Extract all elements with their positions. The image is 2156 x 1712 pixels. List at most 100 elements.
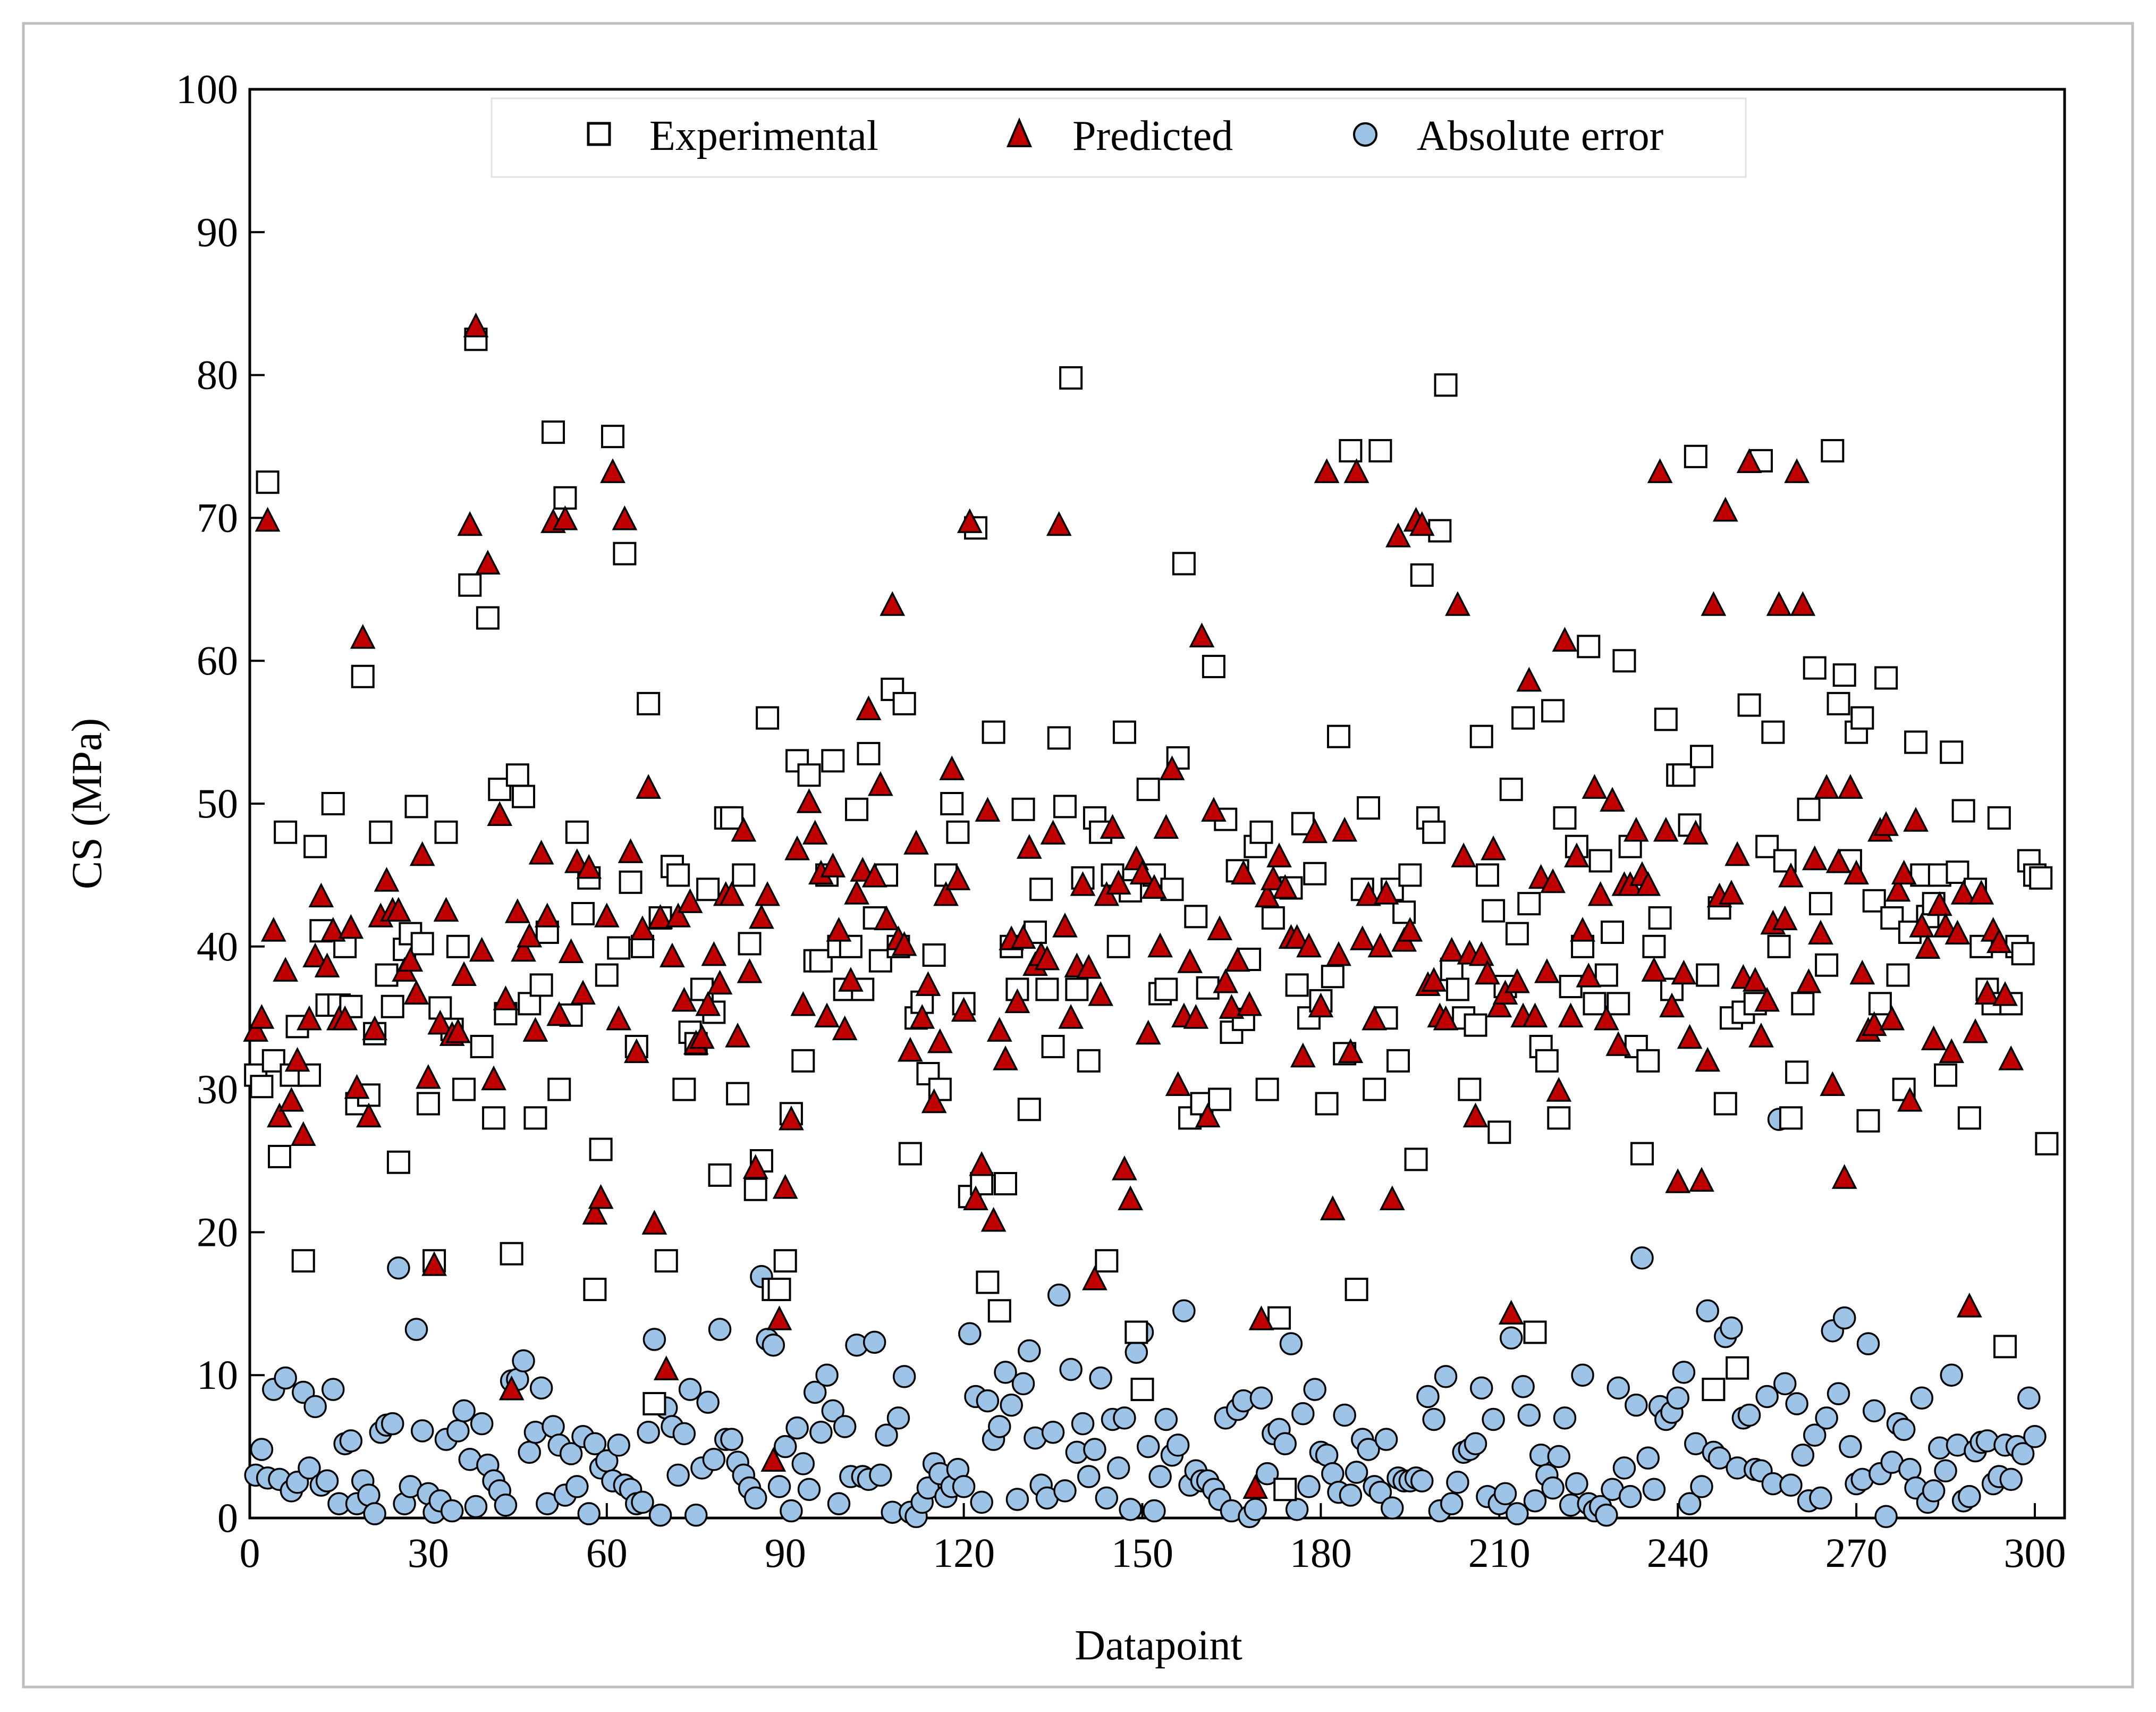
predicted-point — [731, 816, 757, 842]
predicted-point — [1897, 1086, 1923, 1112]
experimental-point — [1077, 1049, 1101, 1073]
predicted-point — [1338, 1038, 1364, 1064]
absolute-error-point — [404, 1318, 428, 1341]
experimental-point — [553, 486, 577, 510]
experimental-point — [607, 936, 631, 960]
absolute-error-point — [1493, 1482, 1517, 1506]
experimental-point — [1124, 1320, 1148, 1344]
predicted-point — [600, 458, 625, 483]
predicted-point — [1766, 591, 1792, 616]
predicted-point — [1242, 1474, 1269, 1499]
experimental-point — [982, 720, 1005, 744]
legend-absolute-error-label: Absolute error — [1417, 113, 1663, 159]
predicted-point — [1927, 891, 1952, 916]
predicted-point — [1564, 842, 1589, 867]
predicted-point — [665, 903, 691, 927]
experimental-point — [1797, 797, 1821, 821]
experimental-point — [416, 1092, 440, 1116]
predicted-point — [1373, 880, 1399, 905]
predicted-point — [1682, 820, 1709, 845]
experimental-point — [720, 806, 743, 830]
predicted-point — [1736, 448, 1762, 474]
predicted-point — [1004, 988, 1030, 1014]
absolute-error-point — [1154, 1407, 1178, 1431]
predicted-point — [463, 313, 489, 338]
experimental-point — [547, 1077, 571, 1101]
experimental-point — [708, 1163, 732, 1187]
predicted-point — [1475, 959, 1500, 985]
absolute-error-point — [1018, 1339, 1041, 1363]
experimental-point — [1011, 797, 1035, 821]
predicted-point — [320, 917, 346, 942]
experimental-point — [1464, 1013, 1487, 1037]
predicted-point — [344, 1074, 370, 1099]
predicted-point — [933, 881, 959, 906]
experimental-point — [476, 606, 500, 630]
absolute-error-point — [1285, 1498, 1309, 1521]
experimental-point — [791, 1049, 815, 1073]
absolute-error-point — [1934, 1459, 1957, 1483]
absolute-error-point — [339, 1429, 363, 1453]
absolute-error-point — [1636, 1446, 1660, 1470]
predicted-point — [909, 1004, 935, 1029]
predicted-point — [755, 881, 780, 906]
predicted-point — [1302, 818, 1328, 844]
absolute-error-point — [1672, 1361, 1696, 1384]
experimental-point — [1422, 820, 1446, 844]
predicted-point — [1754, 986, 1780, 1012]
experimental-point — [1368, 439, 1392, 463]
predicted-point — [606, 1005, 632, 1031]
absolute-error-point — [791, 1452, 815, 1475]
absolute-error-point — [1630, 1246, 1654, 1270]
x-tick-label: 180 — [1290, 1530, 1352, 1576]
predicted-point — [1641, 957, 1667, 982]
absolute-error-point — [410, 1419, 434, 1443]
experimental-point — [1642, 934, 1666, 958]
absolute-error-point — [1595, 1503, 1618, 1527]
absolute-error-point — [303, 1395, 327, 1419]
experimental-point — [2035, 1132, 2059, 1156]
experimental-point — [458, 573, 482, 597]
absolute-error-point — [1839, 1435, 1862, 1458]
predicted-point — [636, 774, 662, 799]
predicted-point — [487, 801, 513, 826]
absolute-error-point — [1469, 1376, 1493, 1400]
experimental-point — [1196, 976, 1220, 1000]
y-tick-label: 0 — [217, 1495, 238, 1541]
predicted-point — [891, 931, 917, 956]
experimental-point — [1577, 635, 1601, 659]
experimental-point — [654, 1249, 678, 1273]
experimental-point — [857, 741, 881, 765]
predicted-point — [1974, 980, 2000, 1005]
predicted-point — [278, 1086, 305, 1112]
experimental-point — [1934, 1063, 1958, 1087]
experimental-point — [1428, 519, 1452, 543]
predicted-point — [641, 1210, 667, 1235]
experimental-point — [1588, 849, 1612, 873]
absolute-error-point — [708, 1318, 732, 1341]
predicted-point — [1516, 667, 1542, 692]
predicted-point — [1135, 1019, 1161, 1045]
predicted-point — [1468, 941, 1494, 966]
predicted-point — [986, 1017, 1012, 1042]
predicted-point — [1558, 1002, 1584, 1027]
experimental-point — [482, 1106, 506, 1130]
experimental-point — [1713, 1092, 1737, 1116]
absolute-error-point — [1958, 1485, 1981, 1508]
y-tick-label: 30 — [197, 1066, 238, 1112]
legend-experimental-marker — [587, 122, 611, 146]
absolute-error-point — [607, 1433, 630, 1457]
absolute-error-point — [1791, 1443, 1815, 1467]
predicted-point — [1034, 945, 1060, 971]
absolute-error-point — [315, 1469, 339, 1492]
absolute-error-point — [440, 1499, 464, 1523]
absolute-error-point — [1874, 1505, 1898, 1529]
predicted-point — [433, 897, 459, 922]
y-tick-label: 20 — [197, 1209, 238, 1255]
experimental-point — [1660, 977, 1684, 1001]
y-tick-label: 100 — [176, 66, 238, 112]
absolute-error-point — [1368, 1480, 1392, 1504]
legend-box — [491, 97, 1747, 178]
experimental-point — [267, 1144, 291, 1168]
absolute-error-point — [1279, 1332, 1303, 1355]
